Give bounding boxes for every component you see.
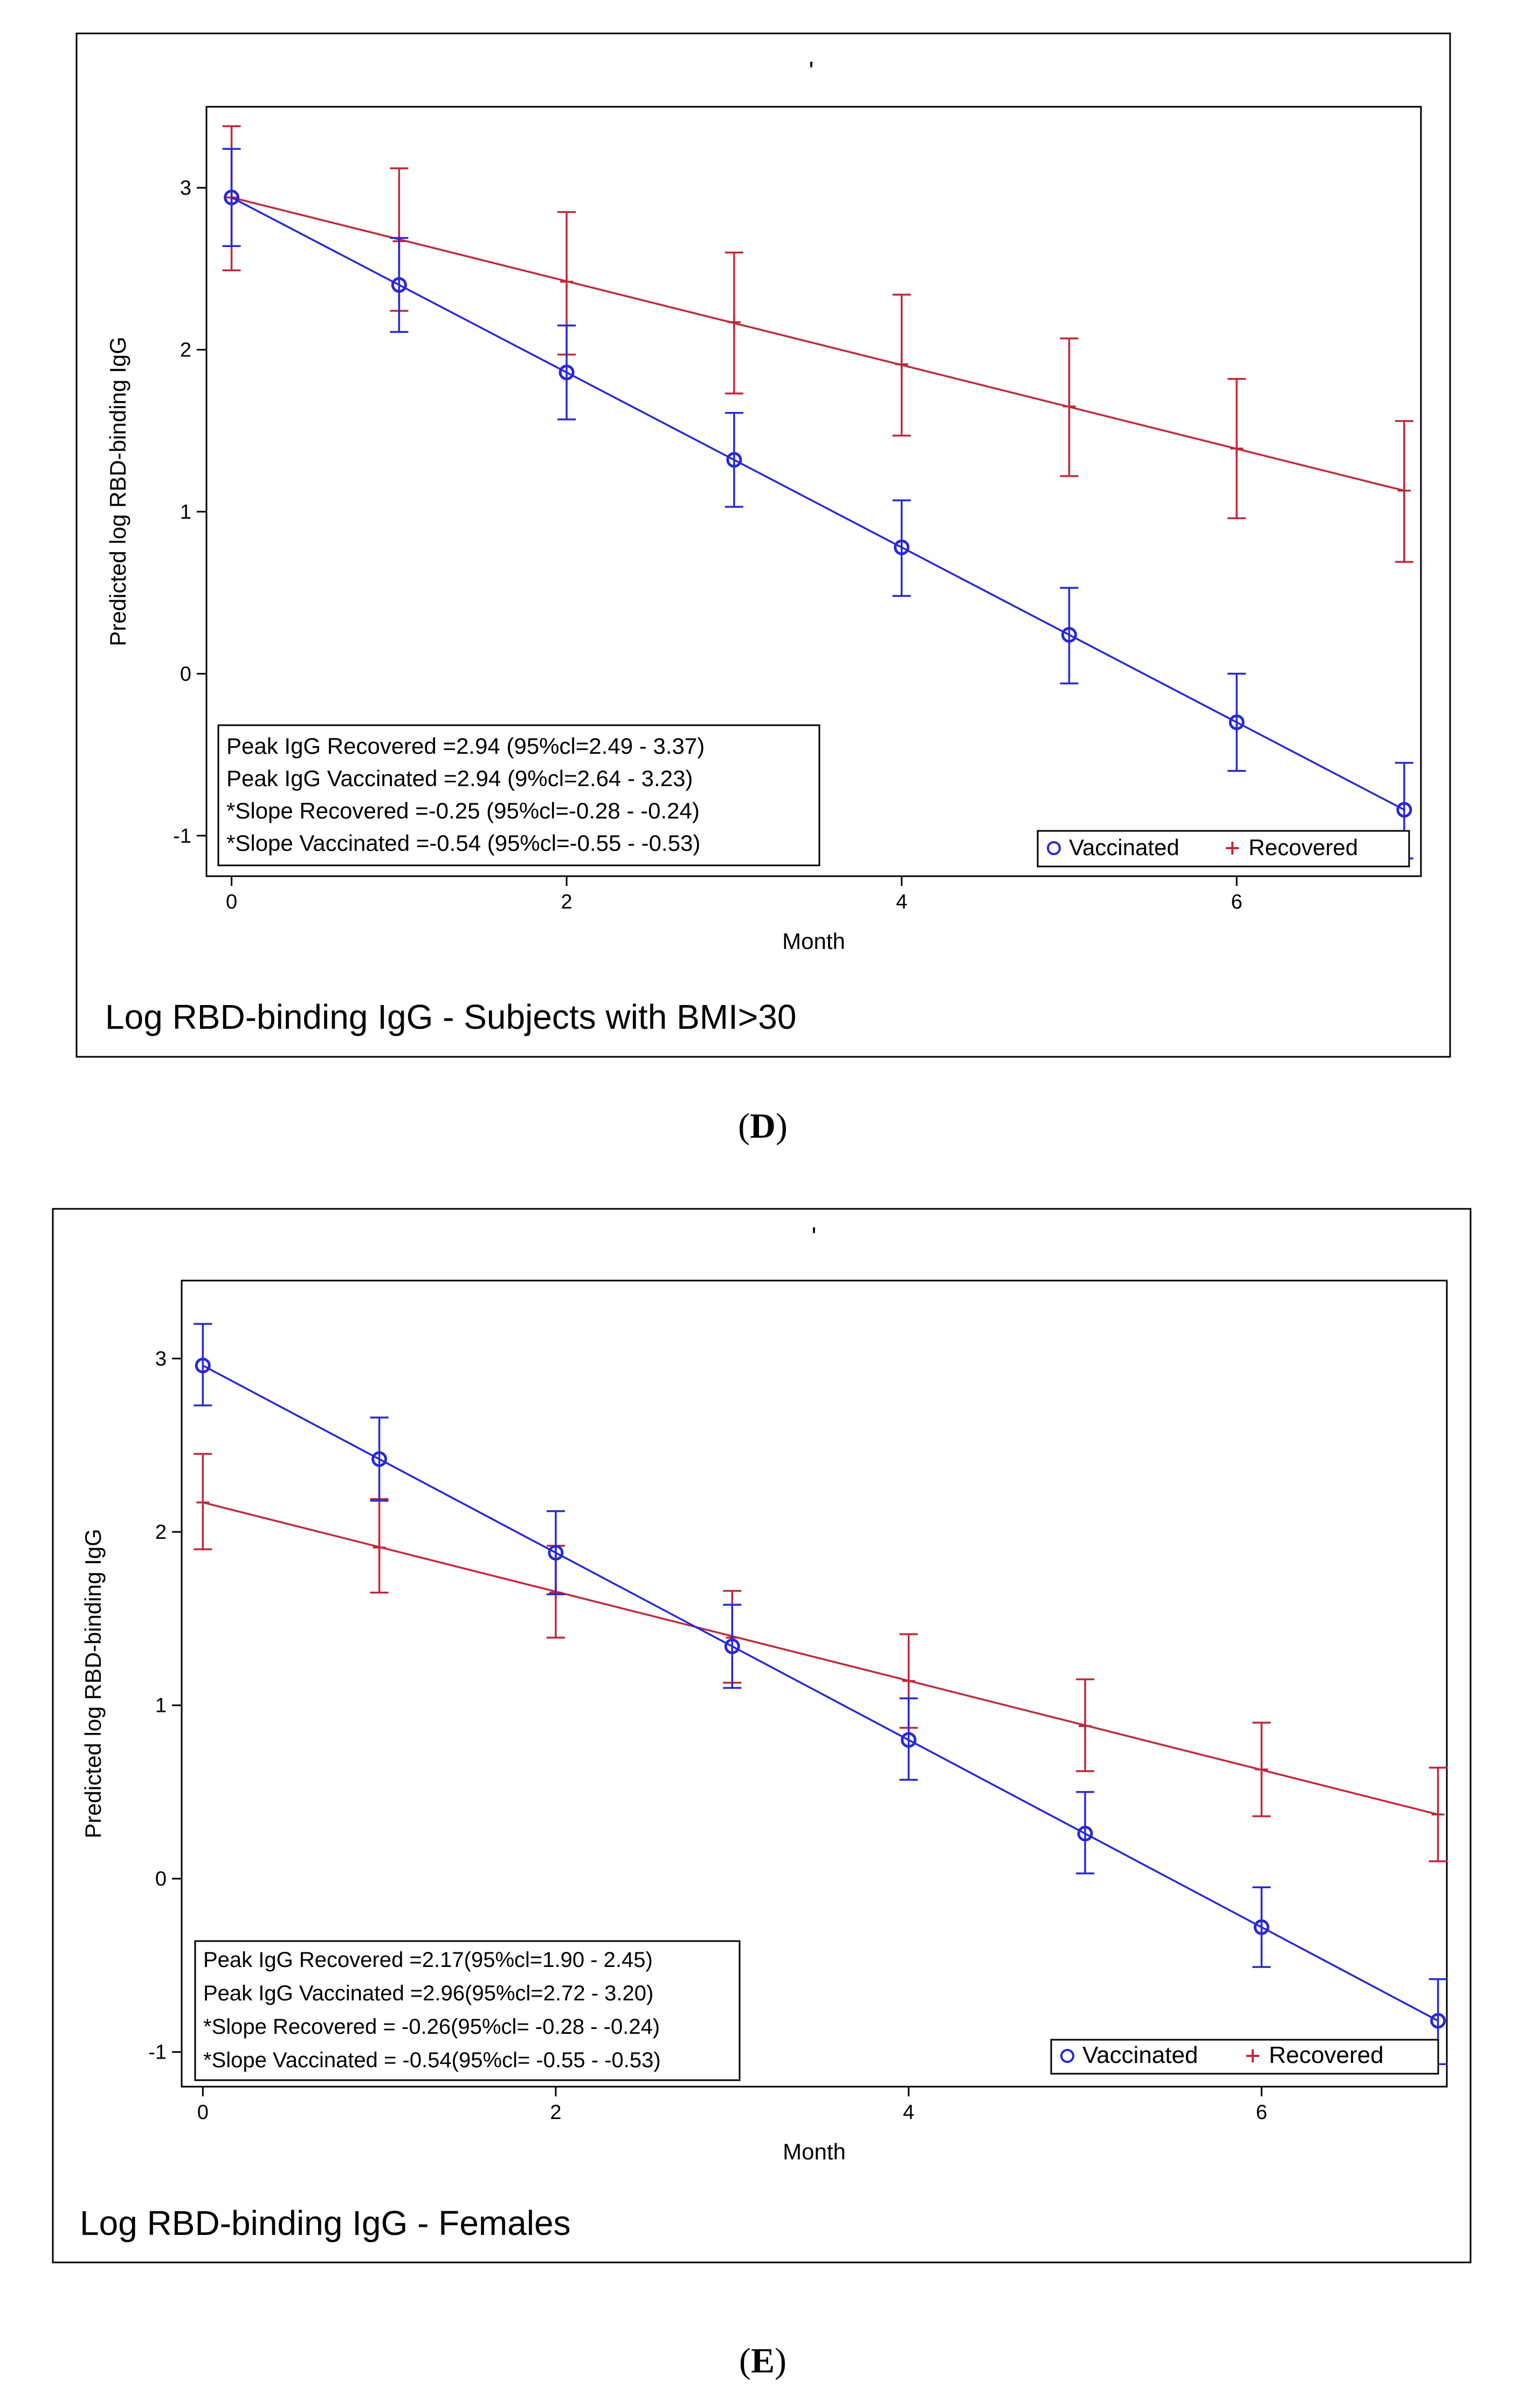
series-line — [231, 196, 1405, 492]
data-point — [894, 539, 910, 555]
legend: Vaccinated Recovered — [1037, 830, 1410, 868]
data-point — [372, 1541, 386, 1554]
legend-vaccinated-marker — [1047, 841, 1061, 855]
data-point — [724, 1638, 740, 1654]
plot-area — [205, 106, 1422, 877]
series-line — [202, 1501, 1439, 1815]
data-point — [895, 357, 908, 371]
series-line — [202, 1364, 1439, 2022]
data-point — [1078, 1719, 1092, 1733]
data-point — [1431, 1808, 1445, 1821]
data-point — [1396, 802, 1412, 818]
panel-e: ' 0 2 4 6 3 2 1 0 -1 Month Predicted log RBD-bindin… — [52, 1208, 1472, 2381]
y-tick-label: 1 — [180, 501, 191, 524]
chart-caption: Log RBD-binding IgG - Subjects with BMI>… — [105, 997, 796, 1036]
x-axis-label: Month — [783, 2139, 846, 2164]
annotation-line: Peak IgG Vaccinated =2.96(95%cl=2.72 - 3… — [203, 1982, 653, 2005]
data-point — [1230, 442, 1244, 455]
y-tick-label: 2 — [180, 339, 191, 362]
legend-recovered-label: Recovered — [1248, 835, 1358, 860]
outer-frame — [75, 32, 1451, 1058]
panel-label-letter: E — [751, 2341, 775, 2381]
data-point — [1430, 2013, 1446, 2029]
y-tick-label: 2 — [155, 1521, 167, 1544]
data-point — [548, 1545, 564, 1561]
data-point — [1062, 400, 1076, 413]
legend: Vaccinated Recovered — [1050, 2039, 1439, 2075]
x-axis-label: Month — [782, 928, 845, 954]
x-tick-label: 4 — [903, 2101, 914, 2124]
data-point — [558, 364, 575, 381]
data-point — [727, 315, 741, 329]
data-point — [1229, 714, 1245, 731]
data-point — [1397, 484, 1411, 497]
y-tick-label: 3 — [180, 177, 191, 199]
data-point — [195, 1358, 211, 1374]
outer-frame — [52, 1208, 1472, 2263]
series-recovered — [194, 1453, 1447, 1862]
x-tick-label: 6 — [1256, 2101, 1267, 2124]
data-point — [560, 275, 574, 288]
y-axis-label: Predicted log RBD-binding IgG — [80, 1529, 106, 1838]
y-tick-label: 0 — [155, 1868, 167, 1890]
series-vaccinated — [222, 148, 1413, 859]
annotation-line: Peak IgG Recovered =2.17(95%cl=1.90 - 2.… — [203, 1948, 653, 1972]
data-point — [726, 452, 742, 468]
legend-vaccinated-marker — [1060, 2049, 1074, 2063]
data-point — [224, 189, 240, 205]
annotation-line: Peak IgG Recovered =2.94 (95%cl=2.49 - 3… — [226, 733, 705, 759]
x-tick-label: 4 — [896, 891, 907, 913]
legend-vaccinated-label: Vaccinated — [1069, 835, 1179, 860]
data-point — [1255, 1763, 1268, 1776]
x-tick-label: 2 — [561, 891, 572, 913]
chart-caption: Log RBD-binding IgG - Females — [80, 2204, 571, 2242]
annotation-line: *Slope Recovered =-0.25 (95%cl=-0.28 - -… — [226, 798, 700, 823]
y-tick-label: 3 — [155, 1348, 167, 1371]
data-point — [901, 1732, 917, 1748]
plot-area — [181, 1279, 1448, 2088]
series-vaccinated — [194, 1323, 1447, 2065]
y-tick-label: -1 — [148, 2041, 167, 2064]
y-tick-label: -1 — [173, 825, 191, 848]
legend-vaccinated-label: Vaccinated — [1082, 2042, 1198, 2068]
legend-recovered-marker — [1246, 2049, 1259, 2062]
x-tick-label: 0 — [226, 891, 237, 913]
legend-recovered-marker — [1226, 842, 1239, 855]
series-line — [231, 196, 1405, 811]
panel-label-letter: D — [750, 1106, 776, 1146]
y-tick-label: 1 — [155, 1695, 167, 1717]
annotation-line: *Slope Vaccinated =-0.54 (95%cl=-0.55 - … — [226, 830, 700, 856]
annotation-line: *Slope Vaccinated = -0.54(95%cl= -0.55 -… — [203, 2048, 661, 2072]
annotation-box — [217, 724, 820, 866]
annotation-box — [194, 1940, 741, 2081]
annotation-line: *Slope Recovered = -0.26(95%cl= -0.28 - … — [203, 2015, 660, 2039]
x-tick-label: 0 — [197, 2101, 209, 2124]
data-point — [1061, 627, 1077, 643]
data-point — [391, 277, 407, 293]
stray-mark: ' — [809, 57, 813, 86]
legend-box — [1050, 2039, 1439, 2075]
data-point — [1253, 1919, 1269, 1935]
data-point — [902, 1674, 915, 1688]
data-point — [196, 1496, 210, 1509]
y-tick-label: 0 — [180, 663, 191, 685]
legend-recovered-label: Recovered — [1269, 2042, 1384, 2068]
annotation-line: Peak IgG Vaccinated =2.94 (9%cl=2.64 - 3… — [226, 766, 693, 791]
x-tick-label: 6 — [1231, 891, 1243, 913]
y-axis-label: Predicted log RBD-binding IgG — [105, 336, 130, 646]
panel-label: (E) — [739, 2341, 786, 2381]
x-tick-label: 2 — [550, 2101, 561, 2124]
stray-mark: ' — [811, 1223, 816, 1251]
data-point — [1077, 1826, 1093, 1842]
panel-d: ' 0 2 4 6 3 2 1 0 -1 Month Predicted log RBD-bindin… — [75, 32, 1451, 1146]
panel-label: (D) — [738, 1106, 788, 1146]
data-point — [371, 1451, 388, 1467]
legend-box — [1037, 830, 1410, 868]
